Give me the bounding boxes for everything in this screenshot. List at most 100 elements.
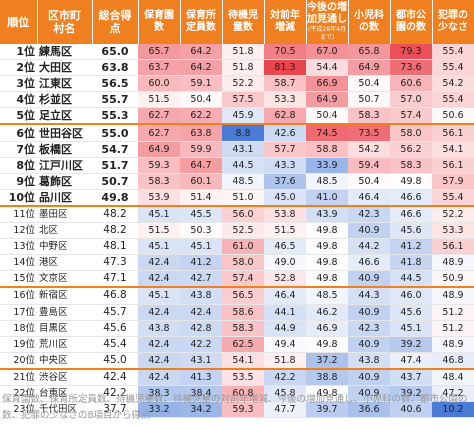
metric-cell: 39.2 (390, 385, 432, 403)
metric-cell: 42.6 (264, 123, 306, 142)
metric-cell: 56.1 (432, 238, 474, 256)
ward-name-cell: 板橋区 (37, 141, 92, 158)
ward-name-cell: 台東区 (37, 385, 92, 403)
total-score-cell: 47.3 (92, 254, 138, 272)
ward-name-cell: 杉並区 (37, 91, 92, 109)
metric-cell: 34.2 (180, 401, 222, 419)
metric-cell: 36.6 (348, 401, 390, 419)
metric-cell: 52.2 (432, 204, 474, 224)
rank-cell: 9位 (0, 173, 37, 190)
ward-name-cell: 葛飾区 (37, 173, 92, 190)
metric-cell: 46.2 (306, 304, 348, 321)
rank-cell: 18位 (0, 320, 37, 337)
metric-cell: 64.2 (180, 59, 222, 77)
metric-cell: 42.7 (180, 270, 222, 288)
metric-cell: 60.6 (390, 75, 432, 93)
metric-cell: 57.0 (390, 91, 432, 109)
metric-cell: 62.8 (264, 107, 306, 125)
header-crime: 犯罪の 少なさ (432, 0, 474, 44)
metric-cell: 48.5 (306, 173, 348, 190)
metric-cell: 41.2 (390, 238, 432, 256)
metric-cell: 50.4 (348, 75, 390, 93)
metric-cell: 43.8 (138, 320, 180, 337)
table-row: 10位 品川区 49.8 53.9 51.4 51.0 45.0 41.0 46.4 46.6 55… (0, 189, 474, 207)
metric-cell: 58.6 (222, 304, 264, 321)
metric-cell: 59.1 (180, 75, 222, 93)
metric-cell: 49.4 (264, 336, 306, 353)
metric-cell: 49.8 (306, 336, 348, 353)
metric-cell: 48.9 (432, 286, 474, 305)
total-score-cell: 56.5 (92, 75, 138, 93)
table-row: 18位 目黒区 45.6 43.8 42.8 58.3 44.9 46.9 42.3 45.1 51… (0, 320, 474, 337)
metric-cell: 49.0 (264, 254, 306, 272)
metric-cell: 40.9 (348, 304, 390, 321)
metric-cell: 44.3 (348, 286, 390, 305)
ward-name-cell: 渋谷区 (37, 367, 92, 386)
header-label: 待機児 (228, 10, 258, 21)
metric-cell: 48.5 (222, 173, 264, 190)
total-score-cell: 55.7 (92, 91, 138, 109)
rank-cell: 10位 (0, 189, 37, 207)
metric-cell: 44.2 (348, 238, 390, 256)
rank-cell: 3位 (0, 75, 37, 93)
table-row: 5位 足立区 55.3 62.7 62.2 45.9 62.8 50.4 58.3 57.4 50.… (0, 107, 474, 125)
table-row: 15位 文京区 47.1 42.4 42.7 57.4 52.8 49.8 40.9 44.5 50… (0, 270, 474, 288)
header-name: 区市町 村名 (37, 0, 93, 44)
metric-cell: 54.2 (432, 75, 474, 93)
metric-cell: 48.9 (432, 254, 474, 272)
metric-cell: 70.5 (264, 44, 306, 61)
metric-cell: 43.8 (348, 352, 390, 370)
metric-cell: 62.7 (138, 107, 180, 125)
rank-cell: 12位 (0, 222, 37, 240)
metric-cell: 57.5 (222, 91, 264, 109)
metric-cell: 42.3 (348, 204, 390, 224)
table-row: 3位 江東区 56.5 60.0 59.1 52.2 58.7 66.9 50.4 60.6 54.… (0, 75, 474, 93)
metric-cell: 49.8 (306, 270, 348, 288)
metric-cell: 45.1 (138, 286, 180, 305)
ward-name-cell: 品川区 (37, 189, 92, 207)
total-score-cell: 46.8 (92, 286, 138, 305)
metric-cell: 53.3 (264, 91, 306, 109)
metric-cell: 62.2 (180, 107, 222, 125)
metric-cell: 42.8 (180, 320, 222, 337)
total-score-cell: 48.2 (92, 204, 138, 224)
ward-name-cell: 目黒区 (37, 320, 92, 337)
metric-cell: 37.6 (264, 173, 306, 190)
ward-name-cell: 練馬区 (37, 44, 92, 61)
rank-cell: 13位 (0, 238, 37, 256)
total-score-cell: 37.7 (92, 401, 138, 419)
total-score-cell: 63.8 (92, 59, 138, 77)
metric-cell: 67.0 (306, 44, 348, 61)
total-score-cell: 47.1 (92, 270, 138, 288)
metric-cell: 66.9 (306, 75, 348, 93)
metric-cell: 45.0 (264, 189, 306, 207)
metric-cell: 46.4 (264, 286, 306, 305)
metric-cell: 52.5 (222, 222, 264, 240)
metric-cell: 44.9 (264, 320, 306, 337)
total-score-cell: 45.7 (92, 304, 138, 321)
table-body: 1位 練馬区 65.0 65.7 64.2 51.8 70.5 67.0 65.8 79.3 55.… (0, 44, 474, 419)
metric-cell: 51.2 (432, 304, 474, 321)
total-score-cell: 42.4 (92, 367, 138, 386)
total-score-cell: 65.0 (92, 44, 138, 61)
metric-cell: 60.0 (138, 75, 180, 93)
table-row: 20位 中央区 45.0 42.4 43.1 54.1 51.8 37.2 43.8 47.4 46… (0, 352, 474, 370)
metric-cell: 46.5 (264, 238, 306, 256)
metric-cell: 53.3 (432, 222, 474, 240)
metric-cell: 43.9 (306, 204, 348, 224)
metric-cell: 59.3 (222, 401, 264, 419)
ward-name-cell: 港区 (37, 254, 92, 272)
metric-cell: 46.9 (306, 320, 348, 337)
header-yoy-change: 対前年 増減 (264, 0, 307, 44)
rank-cell: 21位 (0, 367, 37, 386)
metric-cell: 46.6 (390, 189, 432, 207)
metric-cell: 45.1 (138, 238, 180, 256)
metric-cell: 37.2 (306, 352, 348, 370)
rank-cell: 22位 (0, 385, 37, 403)
metric-cell: 47.7 (264, 401, 306, 419)
ward-name-cell: 千代田区 (37, 401, 92, 419)
header-label: 数 (154, 22, 164, 33)
caption: 保育園数、保育所定員数、待機児童数、待機児童の対前年増減、今後の増加見通し、小児… (2, 394, 468, 421)
metric-cell: 51.5 (138, 91, 180, 109)
metric-cell: 51.5 (264, 222, 306, 240)
